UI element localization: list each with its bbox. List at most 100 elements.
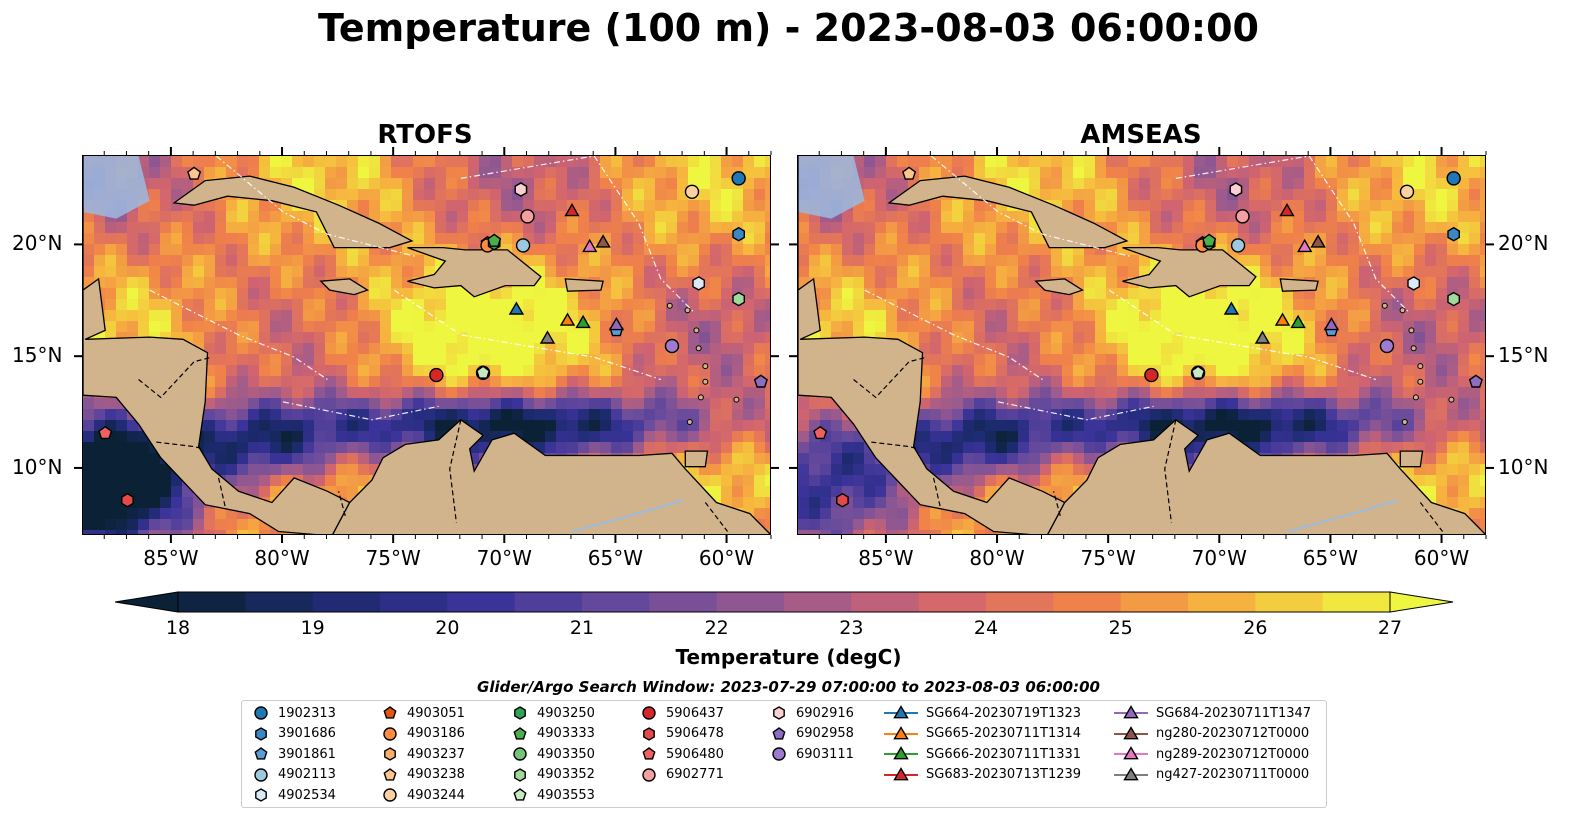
legend-marker-icon (514, 706, 526, 720)
legend-marker-icon (255, 788, 267, 802)
colorbar-tick-label: 18 (165, 617, 191, 639)
legend-item-SG665-20230711T1314: SG665-20230711T1314 (884, 724, 1081, 744)
land-pr (564, 278, 604, 292)
legend-item-4903350: 4903350 (511, 744, 595, 764)
legend-marker-icon (642, 706, 656, 720)
colorbar-bin (716, 592, 785, 612)
legend-5906437-marker (642, 706, 656, 720)
colorbar-bin (514, 592, 583, 612)
legend-marker-icon (513, 788, 527, 801)
legend-glider-icon (1114, 725, 1148, 739)
glider-ng289-20230712T0000-marker (582, 238, 598, 253)
colorbar-tick-label: 21 (569, 617, 595, 639)
legend-4902113-marker (254, 767, 268, 782)
legend-label: SG664-20230719T1323 (926, 705, 1082, 721)
legend-item-4903333: 4903333 (511, 724, 595, 744)
float-6903111-marker (664, 338, 680, 354)
legend-marker-icon (643, 726, 655, 741)
legend-label: SG683-20230713T1239 (926, 767, 1082, 782)
land-hisp (407, 246, 542, 298)
legend-item-ng289-20230712T0000: ng289-20230712T0000 (1114, 744, 1309, 764)
colorbar-bin (245, 592, 314, 612)
float-4902534-marker (692, 276, 705, 291)
float-6902916-marker (1229, 182, 1243, 197)
legend-item-6902771: 6902771 (640, 765, 724, 785)
float-4902534-marker (1407, 276, 1420, 291)
panel-title-amseas: AMSEAS (1080, 120, 1202, 150)
legend-item-SG666-20230711T1331: SG666-20230711T1331 (884, 744, 1081, 764)
legend-label: 5906480 (666, 746, 724, 762)
rtofs-map (82, 155, 771, 535)
legend-glider-icon (884, 725, 918, 739)
colorbar-bin (1322, 592, 1391, 612)
lat-tick-label-left: 20°N (12, 231, 63, 256)
float-5906437-marker (429, 367, 444, 383)
colorbar-bin (380, 592, 448, 612)
land-southAm (332, 418, 770, 534)
legend-item-4903553: 4903553 (511, 785, 595, 805)
lon-tick-label: 85°W (143, 546, 199, 570)
legend-label: 6902916 (796, 705, 854, 721)
float-4903238-marker (902, 166, 917, 180)
glider-SG684-20230711T1347-marker (1323, 317, 1340, 331)
legend-item-4903352: 4903352 (511, 765, 595, 785)
glider-ng280-20230712T0000-marker (1310, 234, 1326, 248)
float-4903333-marker (1202, 233, 1217, 247)
glider-SG684-20230711T1347-marker (608, 317, 625, 331)
colorbar-tick-label: 24 (973, 617, 999, 639)
legend-4903186-marker (383, 726, 397, 741)
legend-item-4903237: 4903237 (381, 744, 465, 764)
float-5906478-marker (121, 492, 134, 508)
legend-item-5906437: 5906437 (640, 703, 724, 723)
legend-item-SG684-20230711T1347: SG684-20230711T1347 (1114, 703, 1311, 723)
legend-marker-icon (642, 747, 656, 760)
colorbar-bin (1255, 592, 1324, 612)
colorbar-bin (447, 592, 516, 612)
legend-4903237-marker (384, 747, 396, 761)
float-5906480-marker (98, 425, 113, 440)
legend-SG683-20230713T1239-marker (893, 766, 909, 780)
legend-item-6902958: 6902958 (770, 724, 854, 744)
float-6903111-marker (1379, 338, 1395, 354)
land-central (83, 156, 351, 534)
legend-marker-icon (514, 767, 526, 782)
colorbar-tick-label: 23 (839, 617, 864, 639)
legend-marker-icon (255, 726, 267, 741)
legend-4903553-marker (513, 788, 527, 801)
float-4903553-marker (476, 365, 491, 379)
legend-4903350-marker (513, 747, 527, 761)
legend-marker-icon (642, 767, 656, 782)
legend-glider-icon (1114, 766, 1148, 780)
legend-marker-icon (772, 747, 786, 761)
legend-item-4902113: 4902113 (252, 765, 336, 785)
float-4903238-marker (187, 166, 202, 180)
legend-marker-icon (384, 747, 396, 761)
float-6902771-marker (520, 209, 535, 224)
legend-SG664-20230719T1323-marker (893, 705, 909, 719)
glider-ng427-20230711T0000-marker (539, 330, 556, 344)
legend-glider-icon (884, 746, 918, 760)
legend-marker-icon (254, 767, 268, 782)
colorbar-bin (649, 592, 718, 612)
legend-item-ng280-20230712T0000: ng280-20230712T0000 (1114, 724, 1309, 744)
glider-SG683-20230713T1239-marker (564, 202, 580, 217)
glider-ng280-20230712T0000-marker (595, 234, 611, 248)
lon-tick-label: 65°W (1302, 546, 1359, 570)
legend-item-5906480: 5906480 (640, 744, 724, 764)
legend-item-4903186: 4903186 (381, 724, 465, 744)
legend-label: 5906478 (666, 726, 724, 741)
float-4902113-marker (515, 238, 531, 253)
glider-SG666-20230711T1331-marker (575, 314, 591, 329)
legend-label: 4903237 (407, 746, 465, 762)
glider-SG665-20230711T1314-marker (1274, 312, 1291, 326)
legend-marker-icon (513, 726, 527, 740)
land-central (798, 156, 1066, 534)
land-cuba (172, 175, 414, 249)
legend-item-ng427-20230711T0000: ng427-20230711T0000 (1114, 765, 1309, 785)
float-4902113-marker (1230, 238, 1246, 253)
float-3901686-marker (732, 226, 745, 242)
legend-SG684-20230711T1347-marker (1123, 705, 1139, 719)
land-trinidad (684, 450, 709, 468)
float-1902313-marker (731, 171, 746, 186)
land-pr (1279, 278, 1319, 292)
